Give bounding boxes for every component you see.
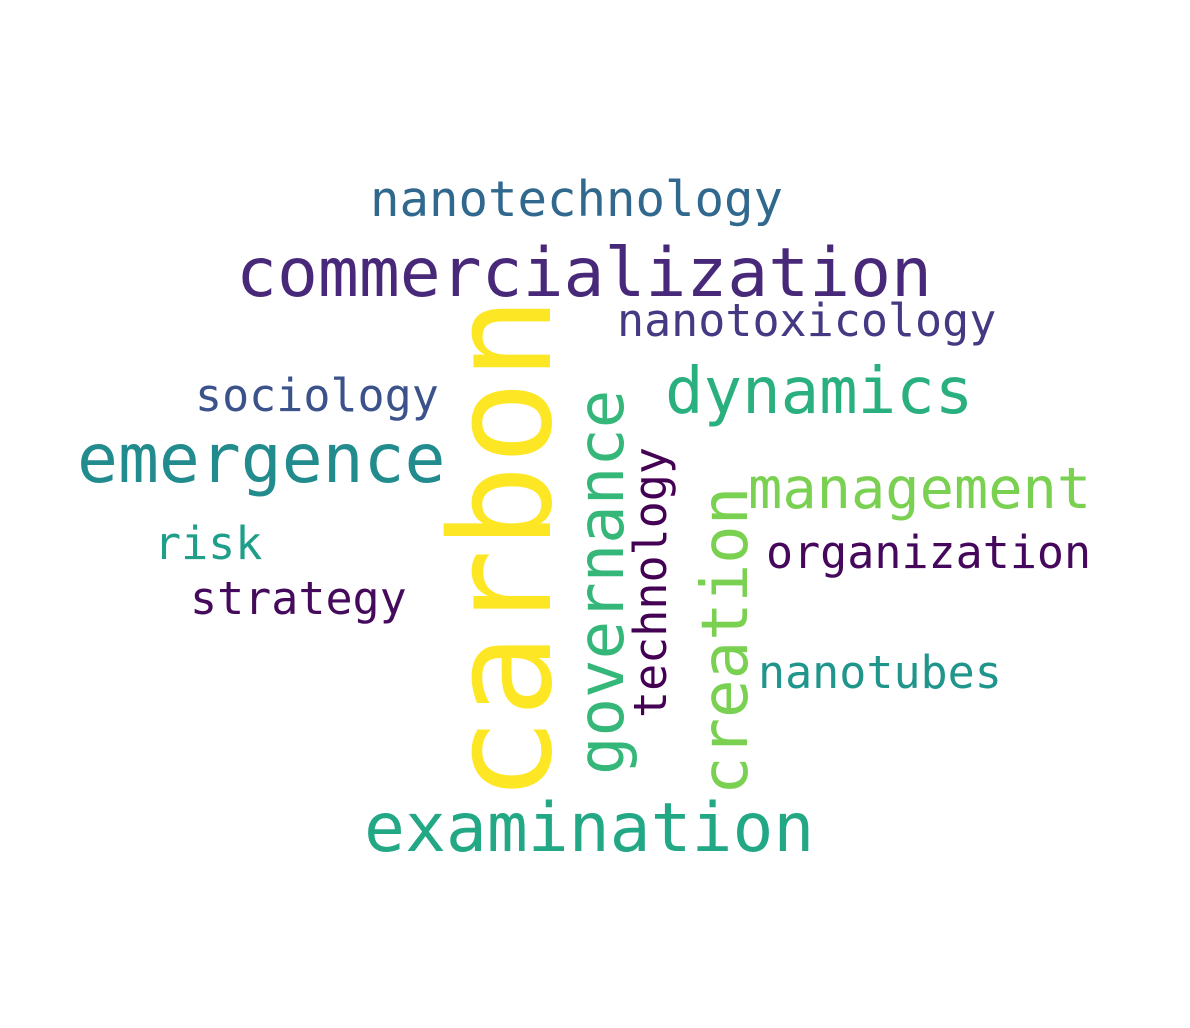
word-dynamics: dynamics <box>665 355 974 429</box>
word-nanotubes: nanotubes <box>758 646 1002 699</box>
word-nanotechnology: nanotechnology <box>370 171 784 228</box>
word-sociology: sociology <box>195 369 439 422</box>
word-risk: risk <box>154 517 263 570</box>
word-emergence: emergence <box>77 420 446 499</box>
word-carbon: carbon <box>421 296 584 802</box>
word-technology: technology <box>624 447 677 718</box>
word-nanotoxicology: nanotoxicology <box>617 294 997 347</box>
word-strategy: strategy <box>190 572 407 625</box>
word-management: management <box>748 456 1092 522</box>
word-commercialization: commercialization <box>236 234 932 313</box>
word-organization: organization <box>766 526 1092 579</box>
word-creation: creation <box>689 486 763 795</box>
word-examination: examination <box>364 789 815 868</box>
